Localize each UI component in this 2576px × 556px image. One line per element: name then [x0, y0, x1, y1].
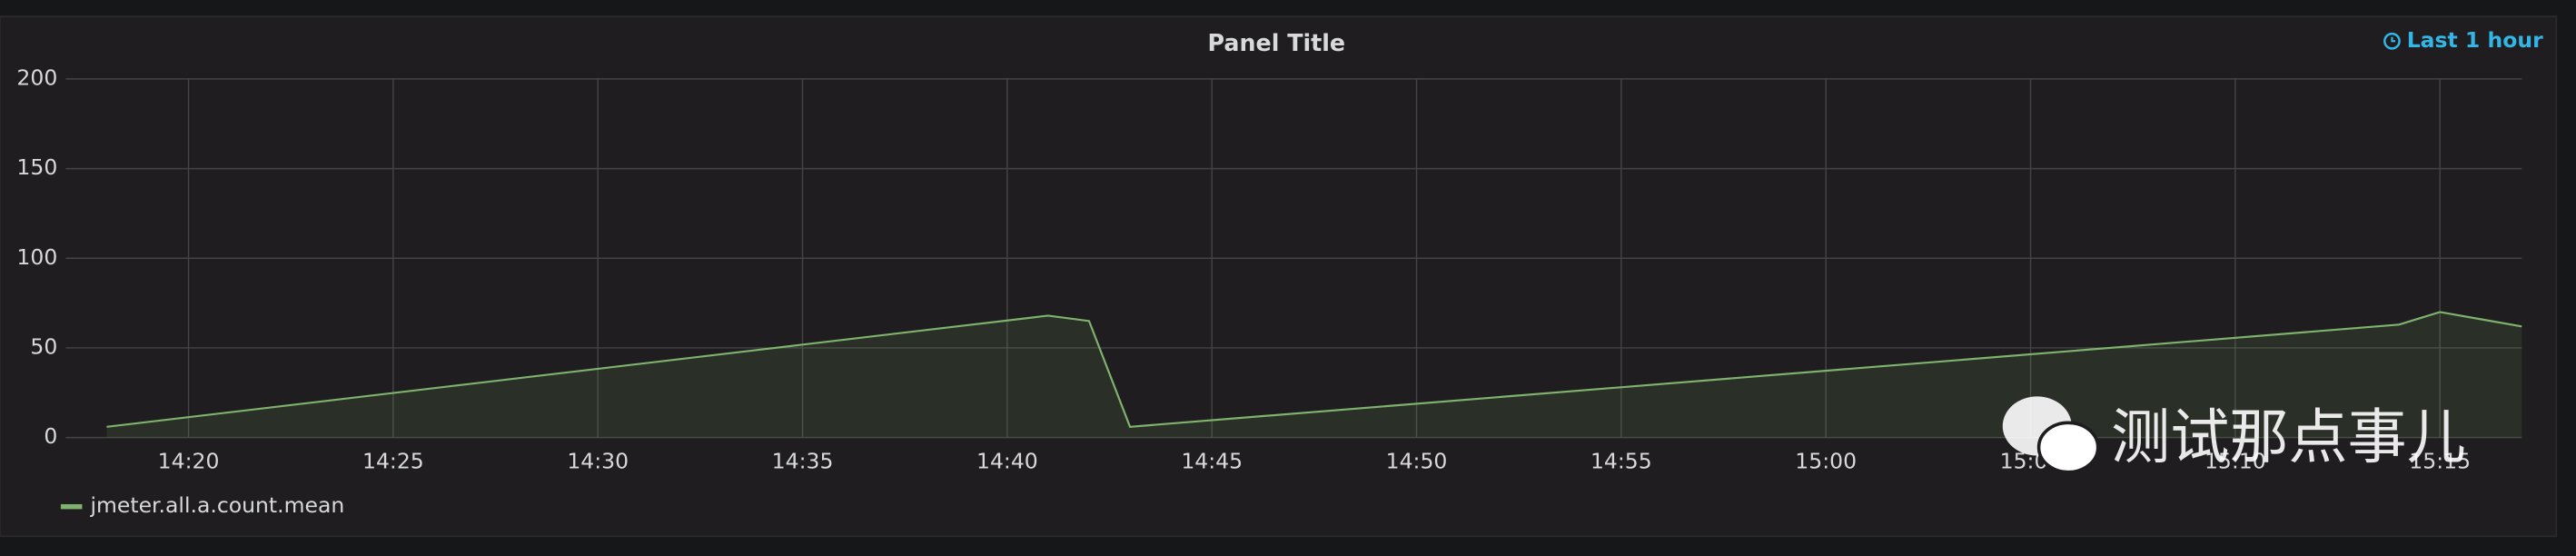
watermark: 测试那点事儿 — [2111, 403, 2466, 472]
x-tick-label: 14:45 — [1181, 448, 1243, 473]
clock-icon[interactable] — [2383, 32, 2401, 50]
panel — [0, 15, 2558, 538]
plot-area: 0 50 100 150 200 14:20 14:25 14:30 14:35 14:40 14:… — [16, 65, 2522, 518]
x-tick-label: 15:10 — [2204, 448, 2266, 473]
x-tick-label: 14:40 — [976, 448, 1038, 473]
y-tick-label: 150 — [16, 154, 57, 180]
time-picker[interactable]: Last 1 hour — [2383, 27, 2543, 53]
y-tick-label: 0 — [44, 423, 57, 449]
wechat-icon — [2002, 396, 2100, 474]
clock-hands[interactable] — [2391, 36, 2396, 43]
panel-title: Panel Title — [1208, 29, 1346, 56]
x-tick-label: 14:25 — [362, 448, 424, 473]
x-tick-label: 15:00 — [1795, 448, 1857, 473]
y-tick-label: 100 — [16, 244, 57, 270]
x-tick-label: 14:20 — [158, 448, 220, 473]
legend-label: jmeter.all.a.count.mean — [89, 492, 344, 518]
series-area — [106, 312, 2522, 438]
x-tick-label: 14:50 — [1386, 448, 1448, 473]
series-line — [106, 311, 2522, 428]
x-tick-label: 14:35 — [772, 448, 834, 473]
x-tick-label: 14:55 — [1590, 448, 1652, 473]
x-tick-label: 14:30 — [567, 448, 629, 473]
y-tick-label: 200 — [16, 65, 57, 90]
icon-bubble — [2036, 421, 2100, 474]
x-tick-label: 15:15 — [2409, 448, 2471, 473]
time-range[interactable]: Last 1 hour — [2407, 27, 2543, 53]
legend-swatch — [60, 503, 83, 510]
y-tick-label: 50 — [30, 333, 57, 359]
